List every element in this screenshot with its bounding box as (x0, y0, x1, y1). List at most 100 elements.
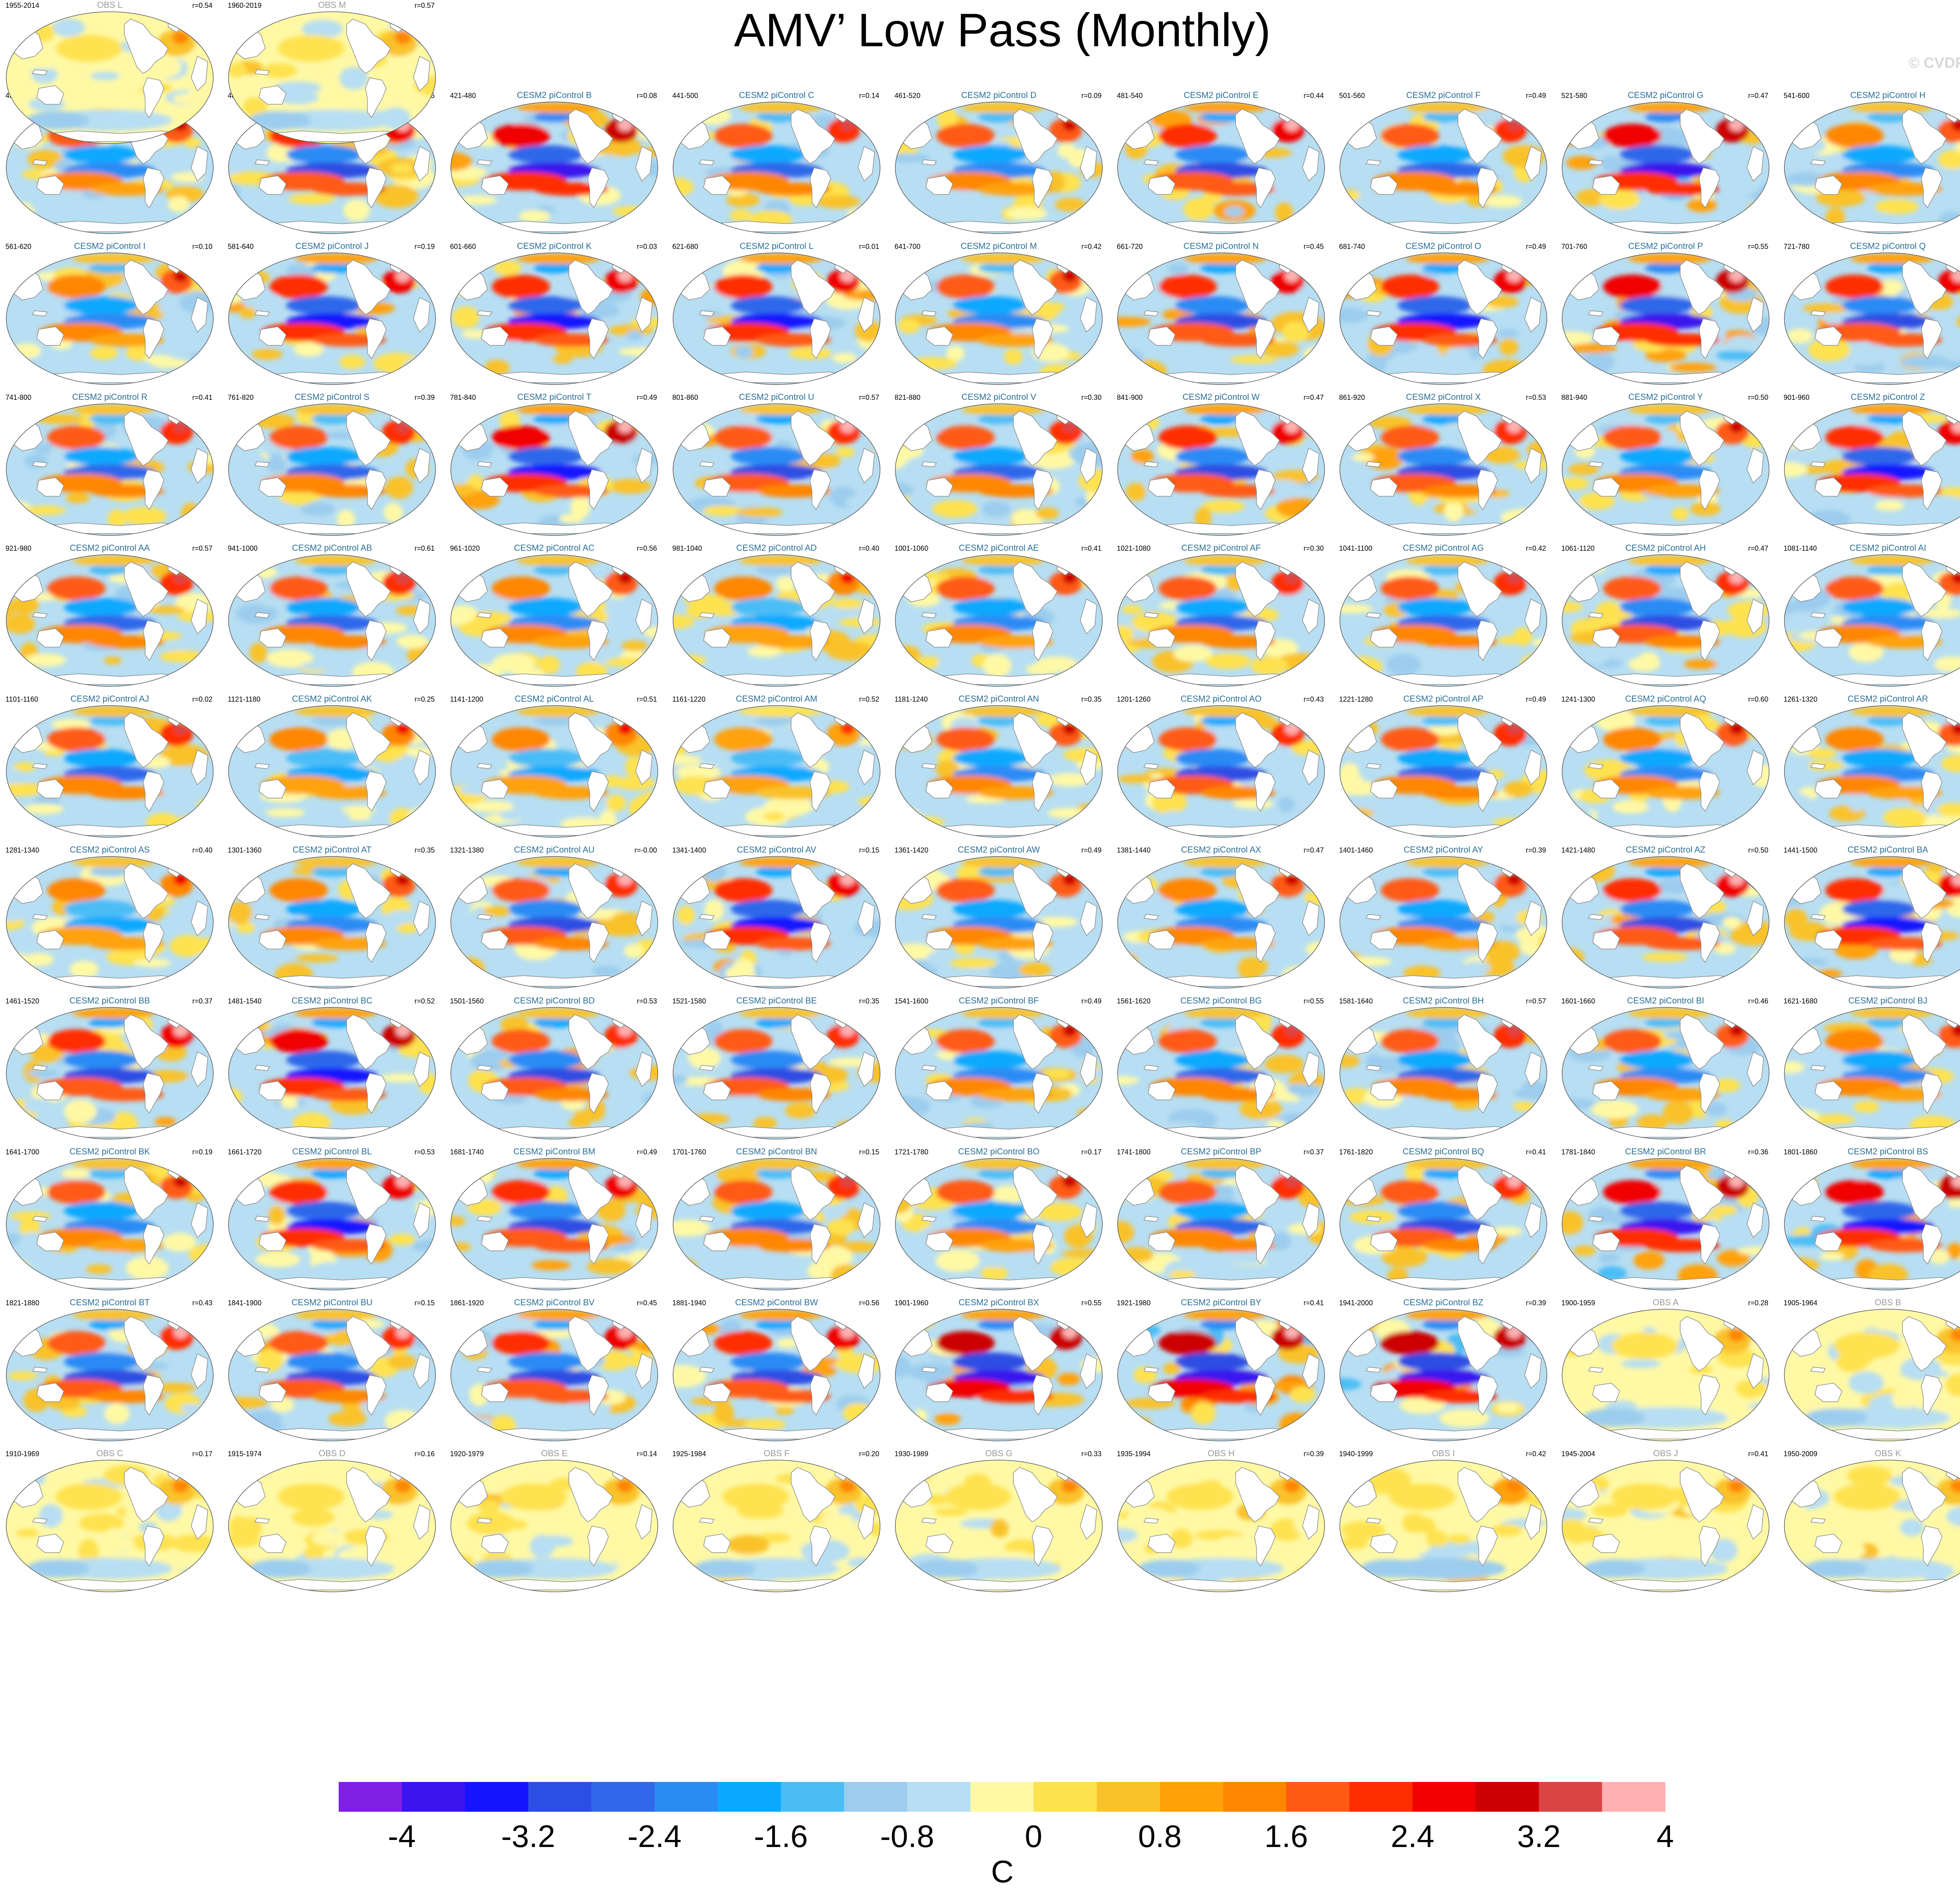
panel-years: 1761-1820 (1339, 1148, 1373, 1156)
panel-years: 1930-1989 (895, 1450, 929, 1458)
panel-years: 1381-1440 (1117, 846, 1151, 854)
map-panel: 781-840 CESM2 piControl T r=0.49 (445, 392, 664, 545)
panel-pattern-correlation: r=0.47 (1748, 92, 1768, 100)
sst-anomaly-map (1784, 1309, 1960, 1441)
panel-title: CESM2 piControl AB (292, 543, 372, 553)
sst-anomaly-map (1562, 554, 1769, 687)
panel-pattern-correlation: r=0.14 (859, 92, 879, 100)
panel-pattern-correlation: r=0.17 (1081, 1148, 1102, 1156)
panel-title: OBS L (97, 0, 123, 10)
sst-anomaly-map (1117, 102, 1325, 234)
sst-anomaly-map (450, 1158, 658, 1290)
panel-title: OBS F (763, 1448, 789, 1458)
panel-years: 1721-1780 (895, 1148, 929, 1156)
panel-years: 1181-1240 (895, 695, 928, 703)
map-panel: 881-940 CESM2 piControl Y r=0.50 (1556, 392, 1775, 545)
sst-anomaly-map (1784, 403, 1960, 536)
panel-pattern-correlation: r=0.53 (1526, 394, 1546, 401)
panel-title: CESM2 piControl BL (292, 1147, 372, 1156)
panel-title: CESM2 piControl AN (958, 694, 1039, 704)
panel-years: 1561-1620 (1117, 997, 1151, 1005)
panel-years: 881-940 (1561, 394, 1588, 401)
panel-pattern-correlation: r=0.49 (637, 1148, 657, 1156)
panel-pattern-correlation: r=0.19 (414, 243, 435, 250)
panel-pattern-correlation: r=0.39 (1303, 1450, 1324, 1458)
sst-anomaly-map (6, 403, 214, 536)
sst-anomaly-map (6, 11, 214, 144)
sst-anomaly-map (228, 856, 436, 989)
panel-title: CESM2 piControl BM (513, 1147, 595, 1156)
panel-pattern-correlation: r=0.47 (1303, 394, 1324, 401)
sst-anomaly-map (673, 1460, 880, 1592)
panel-title: CESM2 piControl AR (1847, 694, 1928, 704)
panel-years: 461-520 (895, 92, 921, 100)
panel-years: 1261-1320 (1784, 695, 1818, 703)
colorbar-bin (402, 1782, 465, 1812)
map-panel: 601-660 CESM2 piControl K r=0.03 (445, 241, 664, 394)
map-panel: 1945-2004 OBS J r=0.41 (1556, 1448, 1775, 1601)
panel-title: OBS D (318, 1448, 346, 1458)
sst-anomaly-map (895, 403, 1103, 536)
map-panel: 1321-1380 CESM2 piControl AU r=-0.00 (445, 845, 664, 998)
sst-anomaly-map (1562, 705, 1769, 838)
panel-pattern-correlation: r=0.35 (859, 997, 879, 1005)
map-panel: 1915-1974 OBS D r=0.16 (222, 1448, 442, 1601)
map-panel: 1521-1580 CESM2 piControl BE r=0.35 (667, 996, 886, 1148)
panel-years: 1910-1969 (5, 1450, 40, 1458)
panel-years: 1241-1300 (1561, 695, 1595, 703)
map-panel: 1361-1420 CESM2 piControl AW r=0.49 (889, 845, 1109, 998)
panel-years: 961-1020 (450, 544, 480, 552)
map-panel: 1821-1880 CESM2 piControl BT r=0.43 (0, 1297, 220, 1450)
panel-title: CESM2 piControl BO (958, 1147, 1040, 1156)
panel-pattern-correlation: r=0.41 (192, 394, 212, 401)
panel-title: CESM2 piControl AU (514, 845, 595, 855)
panel-pattern-correlation: r=0.47 (1303, 846, 1324, 854)
panel-years: 1461-1520 (5, 997, 40, 1005)
panel-pattern-correlation: r=0.56 (859, 1299, 879, 1307)
panel-title: CESM2 piControl BI (1627, 996, 1704, 1005)
panel-pattern-correlation: r=0.55 (1081, 1299, 1102, 1307)
figure-title: AMV’ Low Pass (Monthly) (734, 4, 1271, 56)
panel-pattern-correlation: r=0.43 (1303, 695, 1324, 703)
panel-pattern-correlation: r=0.15 (414, 1299, 435, 1307)
panel-pattern-correlation: r=0.45 (1303, 243, 1324, 250)
panel-title: CESM2 piControl BD (514, 996, 595, 1005)
panel-title: CESM2 piControl P (1628, 241, 1703, 251)
panel-pattern-correlation: r=0.08 (637, 92, 657, 100)
sst-anomaly-map (1117, 403, 1325, 536)
map-panel: 661-720 CESM2 piControl N r=0.45 (1111, 241, 1331, 394)
sst-anomaly-map (895, 1007, 1103, 1139)
panel-pattern-correlation: r=0.37 (192, 997, 212, 1005)
panel-title: CESM2 piControl B (517, 90, 592, 100)
map-panel: 1940-1999 OBS I r=0.42 (1334, 1448, 1553, 1601)
panel-title: OBS J (1653, 1448, 1678, 1458)
panel-title: CESM2 piControl S (294, 392, 370, 402)
panel-title: CESM2 piControl AG (1403, 543, 1484, 553)
panel-title: CESM2 piControl AI (1849, 543, 1926, 553)
map-panel: 1761-1820 CESM2 piControl BQ r=0.41 (1334, 1147, 1553, 1299)
colorbar-bin (339, 1782, 402, 1812)
map-panel: 1960-2019 OBS M r=0.57 (222, 0, 442, 153)
map-panel: 481-540 CESM2 piControl E r=0.44 (1111, 90, 1331, 243)
panel-years: 741-800 (5, 394, 32, 401)
panel-title: CESM2 piControl AW (958, 845, 1040, 855)
panel-title: OBS H (1207, 1448, 1235, 1458)
sst-anomaly-map (1339, 1460, 1547, 1592)
panel-title: CESM2 piControl BQ (1403, 1147, 1484, 1156)
panel-title: CESM2 piControl BP (1181, 1147, 1261, 1156)
panel-pattern-correlation: r=0.55 (1748, 243, 1768, 250)
panel-title: CESM2 piControl D (961, 90, 1036, 100)
map-panel: 741-800 CESM2 piControl R r=0.41 (0, 392, 220, 545)
panel-title: CESM2 piControl AH (1625, 543, 1706, 553)
panel-years: 681-740 (1339, 243, 1365, 250)
panel-years: 1905-1964 (1784, 1299, 1818, 1307)
panel-years: 1925-1984 (672, 1450, 706, 1458)
map-panel: 1001-1060 CESM2 piControl AE r=0.41 (889, 543, 1109, 696)
sst-anomaly-map (895, 1309, 1103, 1441)
colorbar-bin (591, 1782, 655, 1812)
panel-title: CESM2 piControl BV (514, 1297, 595, 1307)
map-panel: 841-900 CESM2 piControl W r=0.47 (1111, 392, 1331, 545)
map-panel: 1141-1200 CESM2 piControl AL r=0.51 (445, 694, 664, 847)
